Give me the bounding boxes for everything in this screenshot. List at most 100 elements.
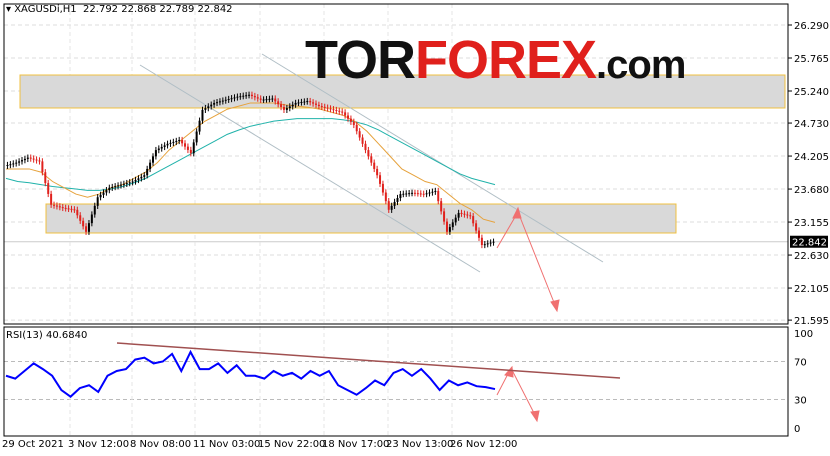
candle-body [73,209,76,211]
resistance-zone[interactable] [19,74,786,109]
current-price-badge [790,235,828,248]
candle-body [373,162,376,169]
time-tick-label: 15 Nov 22:00 [258,439,325,450]
candle-body [349,118,352,122]
candle-body [475,223,478,231]
candle-body [454,217,457,223]
candle-body [364,143,367,151]
candle-body [256,97,259,99]
candle-body [192,142,195,154]
candle-body [379,175,382,184]
candle-body [338,110,341,112]
torforex-logo: TORFOREX.com [305,30,686,90]
candle-body [233,97,236,99]
candle-body [250,94,253,97]
candle-body [332,109,335,111]
candle-body [347,115,350,119]
candle-body [218,101,221,103]
candle-body [131,181,134,183]
candle-body [224,99,227,101]
candle-body [480,237,483,245]
candle-body [175,140,178,142]
candle-body [411,192,414,194]
candle-body [15,162,18,164]
candle-body [29,157,32,159]
candle-body [344,112,347,116]
rsi-line[interactable] [5,349,496,398]
candle-body [268,98,271,100]
candle-body [166,143,169,146]
rsi-tick-label: 0 [794,424,800,435]
price-tick-label: 22.105 [794,284,829,295]
candle-body [335,110,338,112]
candle-body [405,193,408,195]
candle-body [329,108,332,110]
candle-body [172,141,175,143]
candle-body [18,161,21,163]
candle-body [445,221,448,232]
candle-body [262,99,265,101]
candle-body [236,96,239,98]
candle-body [6,165,9,167]
candle-body [431,191,434,193]
symbol-label: XAGUSDi,H1 [14,4,77,15]
candle-body [204,108,207,110]
candle-body [425,193,428,195]
price-tick-label: 25.765 [794,54,829,65]
candle-body [154,150,157,157]
candle-body [259,98,262,100]
candle-body [221,100,224,102]
candle-body [303,101,306,103]
forecast-arrows[interactable] [496,206,560,423]
candle-body [317,104,320,107]
candle-body [282,107,285,110]
rsi-trendline[interactable] [116,342,621,379]
channel-lower-line[interactable] [139,64,481,273]
candle-body [245,95,248,97]
candle-body [291,104,294,107]
candle-body [67,208,70,210]
candle-body [184,143,187,147]
candle-body [361,137,364,144]
candle-body [125,183,128,185]
moving-average-fast[interactable] [6,102,496,223]
moving-average-slow[interactable] [5,118,496,191]
channel-upper-line[interactable] [261,53,604,263]
candle-body [128,182,131,184]
candle-body [140,176,143,179]
candle-body [160,146,163,149]
ohlc-values: 22.792 22.868 22.789 22.842 [83,4,233,15]
candle-body [294,102,297,105]
candle-body [492,241,495,243]
price-tick-label: 23.155 [794,218,829,229]
candle-body [309,101,312,103]
candle-body [242,95,245,97]
candle-body [178,140,181,142]
candle-body [477,230,480,238]
candle-body [460,212,463,214]
candle-body [143,175,146,177]
candle-body [285,108,288,110]
candle-body [55,205,58,207]
time-tick-label: 26 Nov 12:00 [450,439,517,450]
support-zone[interactable] [45,203,677,234]
price-tick-label: 24.730 [794,119,829,130]
candle-body [85,226,88,232]
candle-body [90,214,93,224]
candle-body [9,164,12,166]
candle-body [198,120,201,132]
candle-body [87,223,90,232]
candle-body [216,102,219,104]
symbol-header: ▾ XAGUSDi,H1 22.792 22.868 22.789 22.842 [6,4,233,15]
candle-body [47,183,50,194]
candle-body [402,193,405,195]
candle-body [434,190,437,192]
candle-body [437,190,440,202]
candle-body [457,212,460,218]
candle-body [422,193,425,195]
candle-body [119,184,122,186]
candle-body [355,124,358,132]
candle-body [12,163,15,165]
candle-body [137,178,140,180]
